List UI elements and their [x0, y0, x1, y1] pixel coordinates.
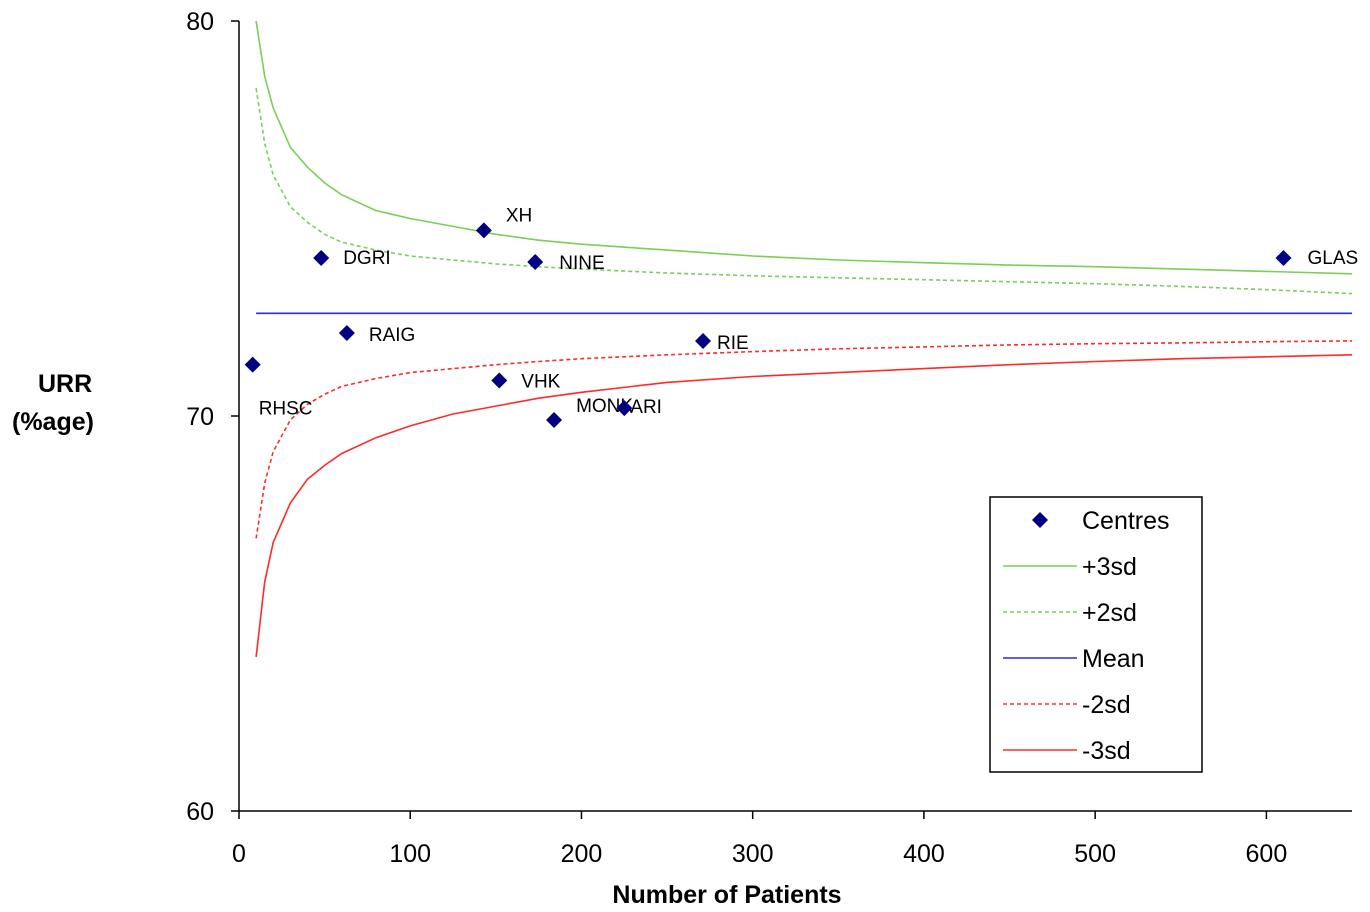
- point-label: RAIG: [369, 325, 415, 346]
- x-tick-label: 200: [561, 840, 603, 868]
- ticks: 0 100 200 300 400 500 600 60 70 80: [186, 8, 1287, 868]
- x-axis-title: Number of Patients: [612, 881, 841, 909]
- point-label: MONK: [576, 396, 633, 417]
- x-tick-label: 100: [389, 840, 431, 868]
- y-axis-title-line-2: (%age): [12, 408, 94, 436]
- legend-label: -2sd: [1082, 691, 1131, 719]
- x-tick-label: 400: [903, 840, 945, 868]
- x-tick-label: 600: [1246, 840, 1288, 868]
- x-tick-label: 500: [1074, 840, 1116, 868]
- centre-point: [1275, 250, 1292, 266]
- centre-point: [475, 222, 492, 239]
- centre-point: [527, 253, 544, 270]
- point-label: NINE: [559, 253, 604, 274]
- legend: Centres +3sd +2sd Mean -2sd -3sd: [989, 496, 1203, 773]
- centre-point: [546, 411, 563, 428]
- point-label: DGRI: [343, 248, 391, 269]
- centre-point: [313, 250, 330, 266]
- point-label: ARI: [630, 397, 662, 418]
- point-label: GLAS: [1308, 248, 1359, 269]
- legend-label: +2sd: [1082, 599, 1137, 627]
- series-line-plus2sd: [255, 88, 1353, 295]
- point-label: VHK: [521, 371, 560, 392]
- legend-label: Mean: [1082, 645, 1145, 673]
- y-tick-label: 70: [186, 403, 214, 431]
- centre-point: [491, 372, 508, 389]
- centre-point: [338, 325, 355, 342]
- y-axis-title-line-1: URR: [38, 370, 92, 398]
- legend-label: +3sd: [1082, 553, 1137, 581]
- point-label: RHSC: [259, 399, 313, 420]
- centre-point: [616, 400, 633, 417]
- legend-swatch: [1032, 512, 1048, 528]
- series-line-minus2sd: [255, 340, 1353, 539]
- y-tick-label: 80: [186, 8, 214, 36]
- point-label: RIE: [717, 333, 749, 354]
- limit-curves: [255, 20, 1353, 658]
- legend-label: -3sd: [1082, 737, 1131, 765]
- series-line-minus3sd: [255, 354, 1353, 658]
- point-label: XH: [506, 205, 532, 226]
- legend-box: [989, 496, 1203, 773]
- x-tick-label: 0: [232, 840, 246, 868]
- legend-label: Centres: [1082, 507, 1170, 535]
- x-tick-label: 300: [732, 840, 774, 868]
- centre-point: [695, 332, 712, 349]
- series-line-plus3sd: [255, 20, 1353, 275]
- centre-point: [244, 356, 261, 373]
- y-tick-label: 60: [186, 798, 214, 826]
